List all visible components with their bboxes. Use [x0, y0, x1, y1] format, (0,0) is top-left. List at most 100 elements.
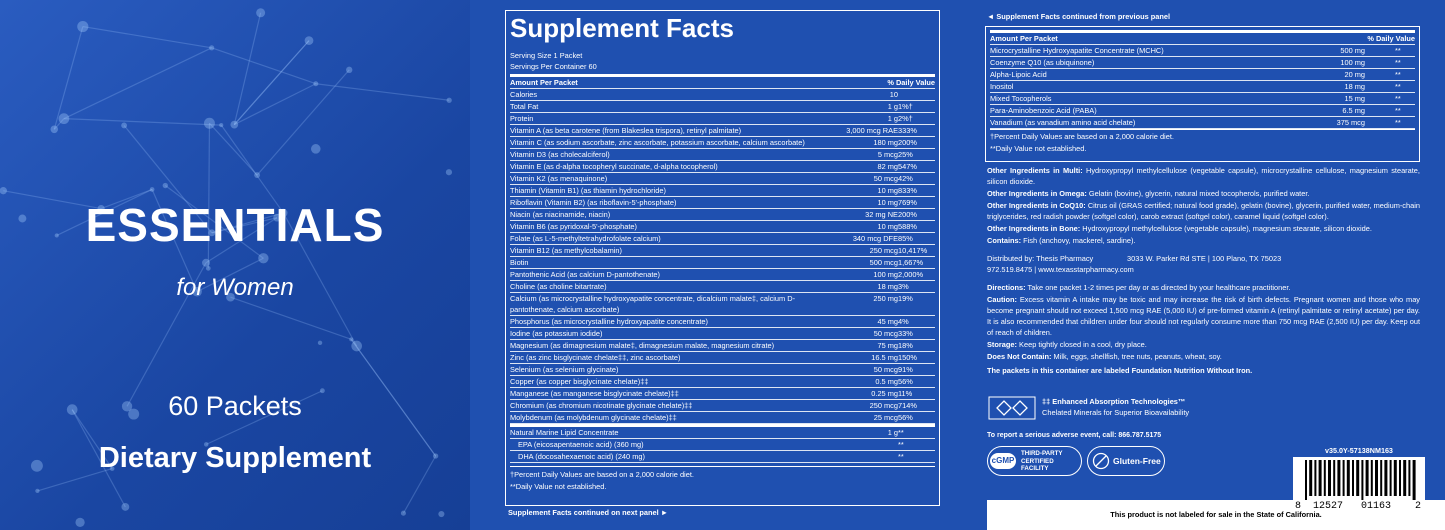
atom — [35, 488, 40, 494]
bond — [211, 217, 278, 234]
bond — [63, 47, 212, 120]
facts-header: Amount Per Packet % Daily Value — [510, 77, 935, 89]
daily-value: ** — [1395, 58, 1401, 67]
gluten-icon — [1092, 452, 1110, 470]
bond — [53, 26, 84, 130]
bar — [1403, 460, 1407, 496]
paragraph-lead: Other Ingredients in CoQ10: — [987, 201, 1086, 210]
facts-row: Coenzyme Q10 (as ubiquinone) 100 mg ** — [990, 57, 1415, 69]
barcode-bars — [1305, 460, 1416, 500]
amount: 500 mcg — [869, 258, 898, 267]
bond — [126, 262, 207, 407]
paragraph: Other Ingredients in Omega: Gelatin (bov… — [987, 188, 1420, 199]
bar — [1318, 460, 1322, 496]
cgmp-badge: cGMP THIRD-PARTY CERTIFIED FACILITY — [987, 446, 1082, 476]
gap — [1365, 57, 1395, 68]
facts-footnotes: †Percent Daily Values are based on a 2,0… — [990, 131, 1415, 155]
header-amount: Amount Per Packet — [990, 34, 1058, 43]
bar — [1370, 460, 1373, 496]
barcode-digit: 12527 — [1313, 501, 1344, 512]
molecule-background — [0, 8, 453, 528]
facts-footnotes: †Percent Daily Values are based on a 2,0… — [510, 469, 935, 493]
paragraph-text: Keep tightly closed in a cool, dry place… — [1019, 340, 1147, 349]
amount — [840, 451, 898, 462]
daily-value: 33% — [898, 329, 913, 338]
atom — [219, 123, 224, 128]
facts-row: Pantothenic Acid (as calcium D-pantothen… — [510, 269, 935, 281]
amount: 16.5 mg — [871, 353, 898, 362]
eat-title: ‡‡ Enhanced Absorption Technologies™ — [1042, 397, 1186, 406]
facts-row: Vitamin A (as beta carotene (from Blakes… — [510, 125, 935, 137]
atom — [432, 453, 439, 459]
bond — [71, 409, 126, 508]
daily-value: ** — [898, 428, 904, 437]
facts-row: Para-Aminobenzoic Acid (PABA) 6.5 mg ** — [990, 105, 1415, 117]
paragraph-text: Fish (anchovy, mackerel, sardine). — [1023, 236, 1136, 245]
nutrient: Total Fat — [510, 102, 539, 111]
notes: Directions: Take one packet 1-2 times pe… — [987, 282, 1420, 362]
paragraph-lead: Caution: — [987, 295, 1017, 304]
atom — [30, 459, 43, 472]
atom — [230, 120, 239, 129]
daily-value: ** — [1395, 106, 1401, 115]
atom — [97, 204, 105, 213]
atom — [256, 8, 266, 18]
facts-row: Selenium (as selenium glycinate) 50 mcg 91… — [510, 364, 935, 376]
bond — [230, 296, 352, 340]
distributor: Distributed by: Thesis Pharmacy 3033 W. … — [987, 253, 1420, 264]
facts-row: Zinc (as zinc bisglycinate chelate‡‡, zi… — [510, 352, 935, 364]
atom — [310, 144, 321, 154]
nutrient: Zinc (as zinc bisglycinate chelate‡‡, zi… — [510, 353, 681, 362]
cgmp-line: CERTIFIED — [1021, 457, 1054, 465]
rule — [990, 30, 1415, 33]
bond — [211, 47, 317, 85]
facts-row: Folate (as L-5-methyltetrahydrofolate ca… — [510, 233, 935, 245]
nutrient: Magnesium (as dimagnesium malate‡, dimag… — [510, 341, 775, 350]
nutrient: Thiamin (Vitamin B1) (as thiamin hydroch… — [510, 186, 666, 195]
bond — [151, 189, 198, 292]
nutrient: Vitamin A (as beta carotene (from Blakes… — [510, 126, 742, 135]
atom — [279, 208, 288, 218]
barcode-digit: 01163 — [1361, 501, 1392, 512]
gap — [1365, 117, 1395, 128]
paragraph-lead: Storage: — [987, 340, 1017, 349]
facts-row: Niacin (as niacinamide, niacin) 32 mg NE 2… — [510, 209, 935, 221]
supplement-facts-continued: Amount Per Packet % Daily Value Microcrys… — [985, 26, 1420, 162]
atom — [121, 401, 133, 412]
paragraph-lead: Directions: — [987, 283, 1026, 292]
facts-row: Vitamin K2 (as menaquinone) 50 mcg 42% — [510, 173, 935, 185]
bond — [256, 69, 350, 176]
cgmp-text: THIRD-PARTY CERTIFIED FACILITY — [1021, 450, 1062, 473]
continued-note: Supplement Facts continued on next panel… — [508, 508, 669, 517]
atom — [50, 125, 59, 134]
daily-value: 10,417% — [898, 246, 928, 255]
lipid-rows: Natural Marine Lipid Concentrate 1 g ** EPA… — [510, 427, 935, 463]
rule — [510, 74, 935, 77]
bond — [3, 190, 102, 210]
header-dv: % Daily Value — [887, 78, 935, 87]
nutrient: Inositol — [990, 82, 1014, 91]
amount: 18 mg — [877, 282, 898, 291]
bar — [1380, 460, 1383, 496]
gluten-badge: Gluten-Free — [1087, 446, 1165, 476]
nutrient: Biotin — [510, 258, 529, 267]
paragraph: Other Ingredients in Multi: Hydroxypropy… — [987, 165, 1420, 187]
bar — [1323, 460, 1326, 496]
bar — [1333, 460, 1336, 496]
amount: 10 — [889, 90, 898, 99]
atom — [273, 213, 281, 222]
amount: 82 mg — [877, 162, 898, 171]
daily-value: ** — [898, 440, 904, 449]
facts-row: Vitamin B6 (as pyridoxal-5'-phosphate) 10… — [510, 221, 935, 233]
bond — [71, 409, 113, 469]
bar — [1314, 460, 1317, 496]
header-amount: Amount Per Packet — [510, 78, 578, 87]
bar — [1408, 460, 1411, 496]
bond — [282, 212, 358, 347]
facts-row: Total Fat 1 g 1%† — [510, 101, 935, 113]
nutrient: Folate (as L-5-methyltetrahydrofolate ca… — [510, 234, 661, 243]
bar — [1393, 460, 1397, 496]
daily-value: 588% — [898, 222, 917, 231]
facts-header: Amount Per Packet % Daily Value — [990, 33, 1415, 45]
ingredients: Other Ingredients in Multi: Hydroxypropy… — [987, 165, 1420, 246]
